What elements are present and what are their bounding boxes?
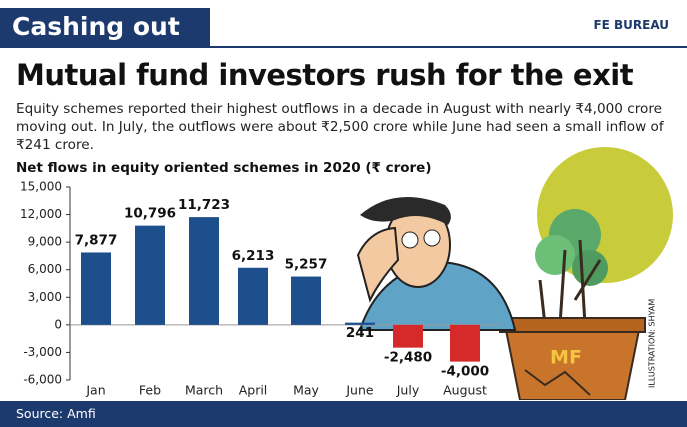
header-bar: Cashing out FE BUREAU [0, 8, 687, 48]
y-tick-label: 6,000 [28, 262, 62, 276]
pot-rim [499, 317, 646, 333]
footer: Source: Amfi [0, 401, 687, 427]
bar [393, 324, 423, 348]
value-label: -4,000 [441, 364, 489, 380]
y-tick-label: 0 [54, 317, 62, 331]
chart: MF ILLUSTRATION: SHYAM Net flows in equi… [16, 147, 673, 400]
bar [81, 252, 111, 325]
section-title: Cashing out [0, 8, 210, 46]
source: Source: Amfi [16, 406, 96, 421]
bar [291, 276, 321, 325]
y-tick-label: 9,000 [28, 235, 62, 249]
bar [238, 267, 268, 325]
bar [135, 225, 165, 325]
tree-canopy [535, 235, 575, 275]
illustration: MF ILLUSTRATION: SHYAM [356, 147, 673, 400]
y-tick-label: -6,000 [23, 373, 62, 387]
y-tick-label: 15,000 [20, 180, 62, 194]
credit: ILLUSTRATION: SHYAM [648, 299, 657, 388]
value-label: 6,213 [232, 248, 275, 264]
x-tick-label: Feb [139, 383, 161, 398]
x-tick-label: July [396, 383, 420, 398]
x-tick-label: Jan [85, 383, 105, 398]
y-tick-label: 3,000 [28, 290, 62, 304]
chart-title: Net flows in equity oriented schemes in … [16, 160, 432, 176]
eye [423, 229, 441, 247]
y-tick-label: 12,000 [20, 207, 62, 221]
tree-canopy [572, 250, 608, 286]
headline: Mutual fund investors rush for the exit [16, 58, 634, 92]
value-label: 7,877 [75, 232, 118, 248]
person-hand [356, 226, 400, 303]
plot: -6,000 -3,000 0 3,000 6,000 9,000 12,000 15,000… [20, 180, 500, 398]
value-label: 10,796 [124, 206, 176, 222]
pot-trend [524, 369, 591, 396]
branches [538, 239, 602, 326]
value-label: 241 [346, 325, 374, 341]
x-tick-label: May [293, 383, 319, 398]
pot-label: MF [550, 347, 582, 369]
bar [189, 217, 219, 325]
x-tick-label: August [443, 383, 487, 398]
value-label: -2,480 [384, 350, 432, 366]
bar [345, 322, 375, 325]
value-label: 5,257 [285, 257, 328, 273]
x-tick-label: April [239, 383, 268, 398]
y-tick-label: -3,000 [23, 345, 62, 359]
bar [450, 324, 480, 362]
x-tick-label: March [185, 383, 223, 398]
value-label: 11,723 [178, 197, 230, 213]
byline: FE BUREAU [593, 18, 669, 32]
person-hair [360, 197, 451, 225]
x-tick-label: June [345, 383, 374, 398]
eye [401, 231, 419, 249]
description: Equity schemes reported their highest ou… [16, 101, 664, 153]
